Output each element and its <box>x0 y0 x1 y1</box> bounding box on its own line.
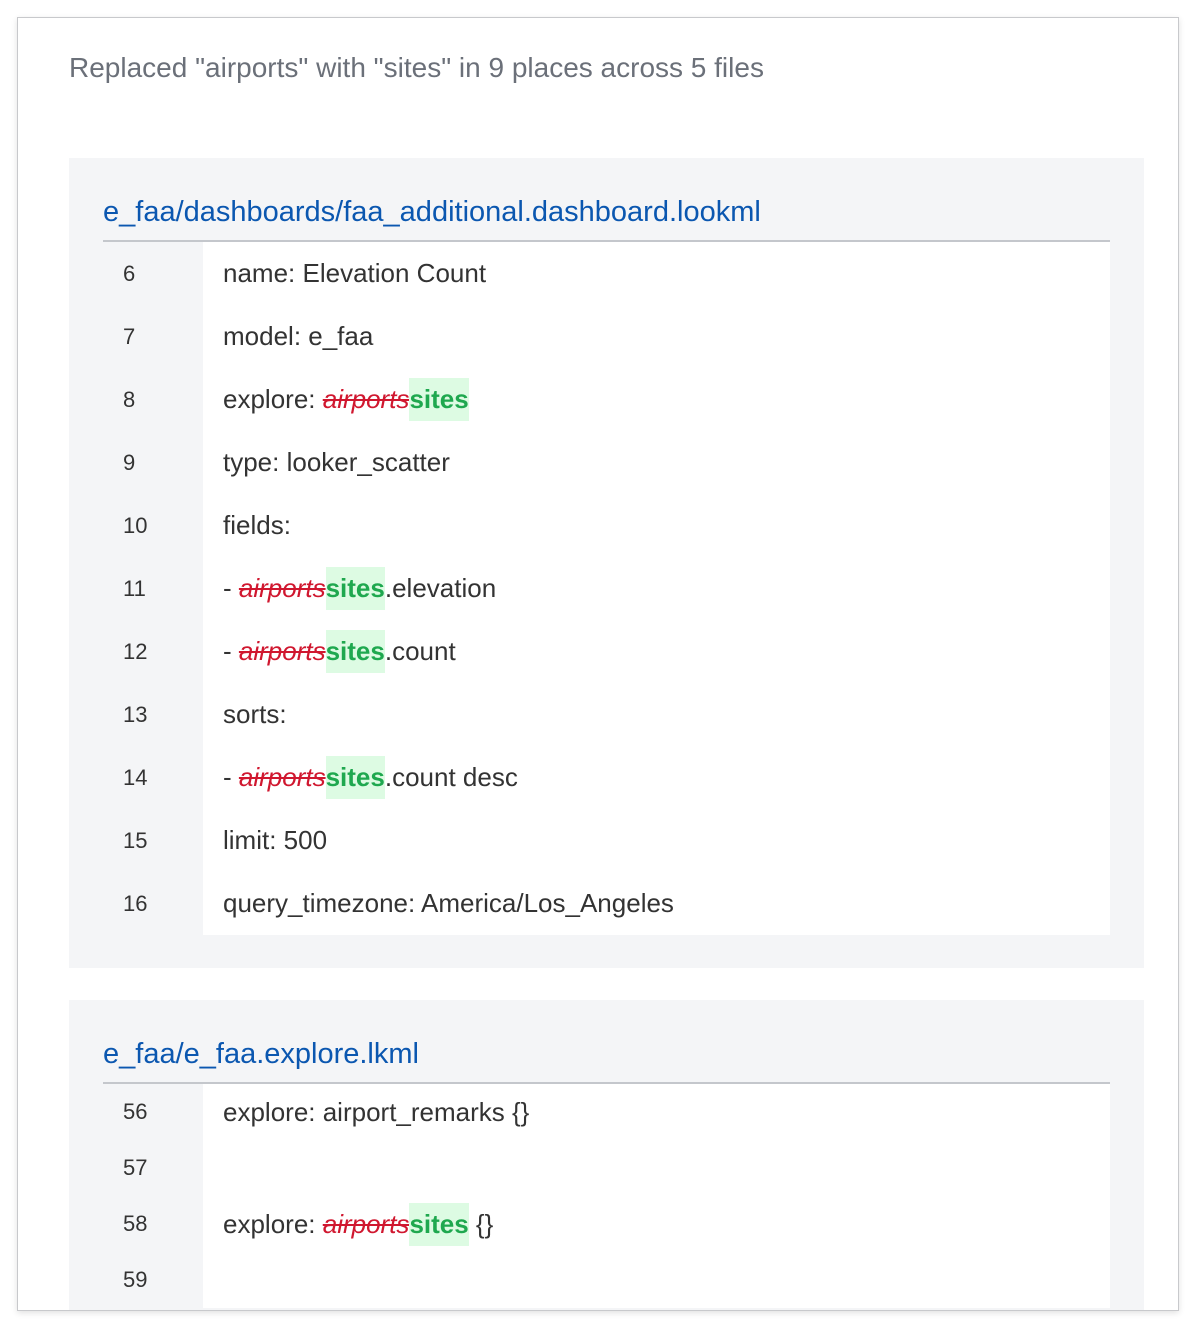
code-text: - <box>223 762 239 792</box>
deleted-text: airports <box>322 384 410 414</box>
code-text: .count desc <box>384 762 518 792</box>
code-line: 59 <box>103 1252 1110 1308</box>
replace-summary: Replaced "airports" with "sites" in 9 pl… <box>69 52 764 83</box>
line-text: name: Elevation Count <box>203 242 1110 305</box>
line-text: model: e_faa <box>203 305 1110 368</box>
line-text: type: looker_scatter <box>203 431 1110 494</box>
code-text: type: looker_scatter <box>223 447 450 477</box>
file-diff-section: e_faa/e_faa.explore.lkml 56 explore: airp… <box>69 1000 1144 1310</box>
code-text: explore: airport_remarks {} <box>223 1096 530 1127</box>
code-text: .count <box>384 636 456 666</box>
code-line: 9 type: looker_scatter <box>103 431 1110 494</box>
inserted-text: sites <box>409 1202 469 1246</box>
code-lines: 6 name: Elevation Count 7 model: e_faa 8 expl… <box>103 242 1110 935</box>
line-number: 15 <box>123 827 148 853</box>
line-number: 14 <box>123 764 148 790</box>
code-text: limit: 500 <box>223 825 328 855</box>
line-number: 9 <box>123 449 136 475</box>
deleted-text: airports <box>238 762 326 792</box>
line-number: 59 <box>123 1267 148 1292</box>
deleted-text: airports <box>238 573 326 603</box>
line-number: 8 <box>123 386 136 412</box>
code-line: 56 explore: airport_remarks {} <box>103 1084 1110 1140</box>
code-line: 57 <box>103 1140 1110 1196</box>
line-text: - airports sites .elevation <box>203 557 1110 620</box>
code-line: 16 query_timezone: America/Los_Angeles <box>103 872 1110 935</box>
code-text: query_timezone: America/Los_Angeles <box>223 888 674 918</box>
file-link[interactable]: e_faa/e_faa.explore.lkml <box>103 1038 419 1070</box>
file-diff-section: e_faa/dashboards/faa_additional.dashboar… <box>69 158 1144 968</box>
line-text <box>203 1140 1110 1196</box>
code-line: 58 explore: airports sites {} <box>103 1196 1110 1252</box>
line-number: 56 <box>123 1099 148 1124</box>
divider <box>103 1082 1110 1084</box>
file-link[interactable]: e_faa/dashboards/faa_additional.dashboar… <box>103 196 761 228</box>
line-text: - airports sites .count <box>203 620 1110 683</box>
code-text: model: e_faa <box>223 321 374 351</box>
code-lines: 56 explore: airport_remarks {} 57 58 explore… <box>103 1084 1110 1308</box>
code-text: {} <box>468 1208 494 1239</box>
line-text: fields: <box>203 494 1110 557</box>
deleted-text: airports <box>322 1208 410 1239</box>
code-text: sorts: <box>223 699 287 729</box>
line-text: explore: airports sites {} <box>203 1196 1110 1252</box>
deleted-text: airports <box>238 636 326 666</box>
code-line: 7 model: e_faa <box>103 305 1110 368</box>
line-text: explore: airports sites <box>203 368 1110 431</box>
line-text: explore: airport_remarks {} <box>203 1084 1110 1140</box>
code-line: 13 sorts: <box>103 683 1110 746</box>
line-number: 12 <box>123 638 148 664</box>
line-number: 13 <box>123 701 148 727</box>
divider <box>103 240 1110 242</box>
line-number: 7 <box>123 323 136 349</box>
line-number: 10 <box>123 512 148 538</box>
inserted-text: sites <box>409 378 469 421</box>
code-line: 14 - airports sites .count desc <box>103 746 1110 809</box>
line-text: limit: 500 <box>203 809 1110 872</box>
line-number: 6 <box>123 260 136 286</box>
code-line: 12 - airports sites .count <box>103 620 1110 683</box>
replace-results-panel: Replaced "airports" with "sites" in 9 pl… <box>17 17 1179 1311</box>
code-line: 8 explore: airports sites <box>103 368 1110 431</box>
line-text: query_timezone: America/Los_Angeles <box>203 872 1110 935</box>
line-text <box>203 1252 1110 1308</box>
inserted-text: sites <box>325 756 385 799</box>
code-text: explore: <box>223 1208 323 1239</box>
code-text: - <box>223 573 239 603</box>
line-text: - airports sites .count desc <box>203 746 1110 809</box>
code-line: 6 name: Elevation Count <box>103 242 1110 305</box>
code-text: name: Elevation Count <box>223 258 487 288</box>
code-line: 10 fields: <box>103 494 1110 557</box>
line-text: sorts: <box>203 683 1110 746</box>
inserted-text: sites <box>325 630 385 673</box>
code-line: 11 - airports sites .elevation <box>103 557 1110 620</box>
line-number: 57 <box>123 1155 148 1180</box>
line-number: 16 <box>123 890 148 916</box>
line-number: 58 <box>123 1211 148 1236</box>
inserted-text: sites <box>325 567 385 610</box>
line-number: 11 <box>123 575 146 601</box>
code-text: explore: <box>223 384 323 414</box>
code-line: 15 limit: 500 <box>103 809 1110 872</box>
code-text: .elevation <box>384 573 497 603</box>
code-text: - <box>223 636 239 666</box>
code-text: fields: <box>223 510 291 540</box>
